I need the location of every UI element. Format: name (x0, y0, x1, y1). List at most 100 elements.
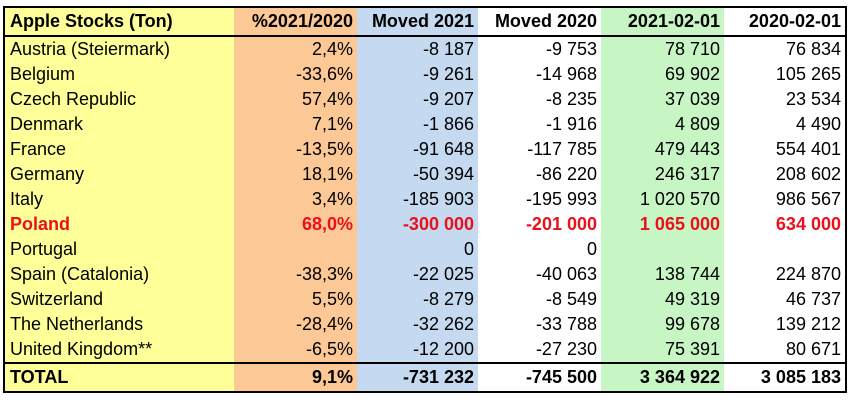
table-row: The Netherlands -28,4% -32 262 -33 788 99 67… (4, 312, 846, 337)
cell-stock-2021: 138 744 (601, 262, 724, 287)
cell-pct-change: -38,3% (234, 262, 357, 287)
cell-pct-change: -13,5% (234, 137, 357, 162)
cell-moved-2021: -185 903 (357, 187, 478, 212)
header-moved-2020: Moved 2020 (478, 7, 601, 37)
cell-stock-2021: 75 391 (601, 337, 724, 364)
cell-moved-2020: 0 (478, 237, 601, 262)
cell-country: Germany (4, 162, 234, 187)
cell-moved-2021: -8 187 (357, 36, 478, 62)
cell-stock-2020: 76 834 (724, 36, 846, 62)
cell-pct-change: 57,4% (234, 87, 357, 112)
total-label: TOTAL (4, 362, 234, 392)
cell-moved-2020: -117 785 (478, 137, 601, 162)
header-row: Apple Stocks (Ton) %2021/2020 Moved 2021… (4, 7, 846, 37)
cell-moved-2020: -9 753 (478, 36, 601, 62)
cell-moved-2021: -22 025 (357, 262, 478, 287)
total-moved-2021: -731 232 (357, 362, 478, 392)
apple-stocks-table: Apple Stocks (Ton) %2021/2020 Moved 2021… (3, 6, 847, 393)
cell-moved-2020: -86 220 (478, 162, 601, 187)
total-stock-2021: 3 364 922 (601, 362, 724, 392)
cell-pct-change: 68,0% (234, 212, 357, 237)
table-row: Germany 18,1% -50 394 -86 220 246 317 208 602 (4, 162, 846, 187)
total-pct-change: 9,1% (234, 362, 357, 392)
cell-moved-2020: -33 788 (478, 312, 601, 337)
header-pct-change: %2021/2020 (234, 7, 357, 37)
cell-stock-2020: 23 534 (724, 87, 846, 112)
cell-stock-2021: 37 039 (601, 87, 724, 112)
cell-stock-2021: 78 710 (601, 36, 724, 62)
cell-stock-2021: 1 065 000 (601, 212, 724, 237)
cell-country: Spain (Catalonia) (4, 262, 234, 287)
cell-moved-2021: -9 207 (357, 87, 478, 112)
cell-pct-change: -6,5% (234, 337, 357, 364)
table-row: United Kingdom** -6,5% -12 200 -27 230 75 39… (4, 337, 846, 364)
cell-stock-2020: 80 671 (724, 337, 846, 364)
total-stock-2020: 3 085 183 (724, 362, 846, 392)
cell-country: France (4, 137, 234, 162)
cell-moved-2020: -8 235 (478, 87, 601, 112)
cell-stock-2021: 479 443 (601, 137, 724, 162)
cell-stock-2020: 105 265 (724, 62, 846, 87)
cell-stock-2021: 99 678 (601, 312, 724, 337)
cell-moved-2021: -91 648 (357, 137, 478, 162)
cell-moved-2020: -1 916 (478, 112, 601, 137)
cell-moved-2020: -27 230 (478, 337, 601, 364)
cell-country: United Kingdom** (4, 337, 234, 364)
cell-moved-2020: -8 549 (478, 287, 601, 312)
cell-country: Belgium (4, 62, 234, 87)
cell-pct-change: -33,6% (234, 62, 357, 87)
cell-country: Switzerland (4, 287, 234, 312)
cell-country: Portugal (4, 237, 234, 262)
table-row: Spain (Catalonia) -38,3% -22 025 -40 063 138… (4, 262, 846, 287)
cell-pct-change: 18,1% (234, 162, 357, 187)
cell-country: Denmark (4, 112, 234, 137)
cell-stock-2020: 224 870 (724, 262, 846, 287)
table-row: France -13,5% -91 648 -117 785 479 443 554 40… (4, 137, 846, 162)
table-row: Czech Republic 57,4% -9 207 -8 235 37 039 23 … (4, 87, 846, 112)
cell-stock-2020: 554 401 (724, 137, 846, 162)
cell-moved-2021: -32 262 (357, 312, 478, 337)
cell-stock-2021: 69 902 (601, 62, 724, 87)
cell-country: Poland (4, 212, 234, 237)
total-row: TOTAL 9,1% -731 232 -745 500 3 364 922 3… (4, 362, 846, 392)
cell-stock-2021 (601, 237, 724, 262)
cell-country: Czech Republic (4, 87, 234, 112)
cell-stock-2021: 4 809 (601, 112, 724, 137)
cell-moved-2021: -50 394 (357, 162, 478, 187)
table-row: Denmark 7,1% -1 866 -1 916 4 809 4 490 (4, 112, 846, 137)
cell-pct-change: 7,1% (234, 112, 357, 137)
cell-moved-2021: -9 261 (357, 62, 478, 87)
cell-pct-change: 5,5% (234, 287, 357, 312)
cell-stock-2021: 1 020 570 (601, 187, 724, 212)
table-row: Poland 68,0% -300 000 -201 000 1 065 000 634 … (4, 212, 846, 237)
cell-stock-2021: 49 319 (601, 287, 724, 312)
cell-pct-change: -28,4% (234, 312, 357, 337)
header-moved-2021: Moved 2021 (357, 7, 478, 37)
cell-stock-2020: 634 000 (724, 212, 846, 237)
cell-moved-2021: -1 866 (357, 112, 478, 137)
table-row: Portugal 0 0 (4, 237, 846, 262)
cell-stock-2021: 246 317 (601, 162, 724, 187)
total-moved-2020: -745 500 (478, 362, 601, 392)
cell-country: Austria (Steiermark) (4, 36, 234, 62)
cell-moved-2020: -14 968 (478, 62, 601, 87)
cell-moved-2021: 0 (357, 237, 478, 262)
cell-moved-2020: -201 000 (478, 212, 601, 237)
cell-moved-2021: -8 279 (357, 287, 478, 312)
header-country: Apple Stocks (Ton) (4, 7, 234, 37)
cell-country: Italy (4, 187, 234, 212)
cell-pct-change: 3,4% (234, 187, 357, 212)
table-row: Belgium -33,6% -9 261 -14 968 69 902 105 265 (4, 62, 846, 87)
table-row: Italy 3,4% -185 903 -195 993 1 020 570 986 56… (4, 187, 846, 212)
cell-moved-2021: -12 200 (357, 337, 478, 364)
cell-country: The Netherlands (4, 312, 234, 337)
cell-moved-2021: -300 000 (357, 212, 478, 237)
table-row: Switzerland 5,5% -8 279 -8 549 49 319 46 737 (4, 287, 846, 312)
header-stock-2020: 2020-02-01 (724, 7, 846, 37)
cell-moved-2020: -195 993 (478, 187, 601, 212)
cell-pct-change: 2,4% (234, 36, 357, 62)
cell-pct-change (234, 237, 357, 262)
cell-stock-2020: 208 602 (724, 162, 846, 187)
cell-stock-2020: 139 212 (724, 312, 846, 337)
cell-stock-2020: 4 490 (724, 112, 846, 137)
